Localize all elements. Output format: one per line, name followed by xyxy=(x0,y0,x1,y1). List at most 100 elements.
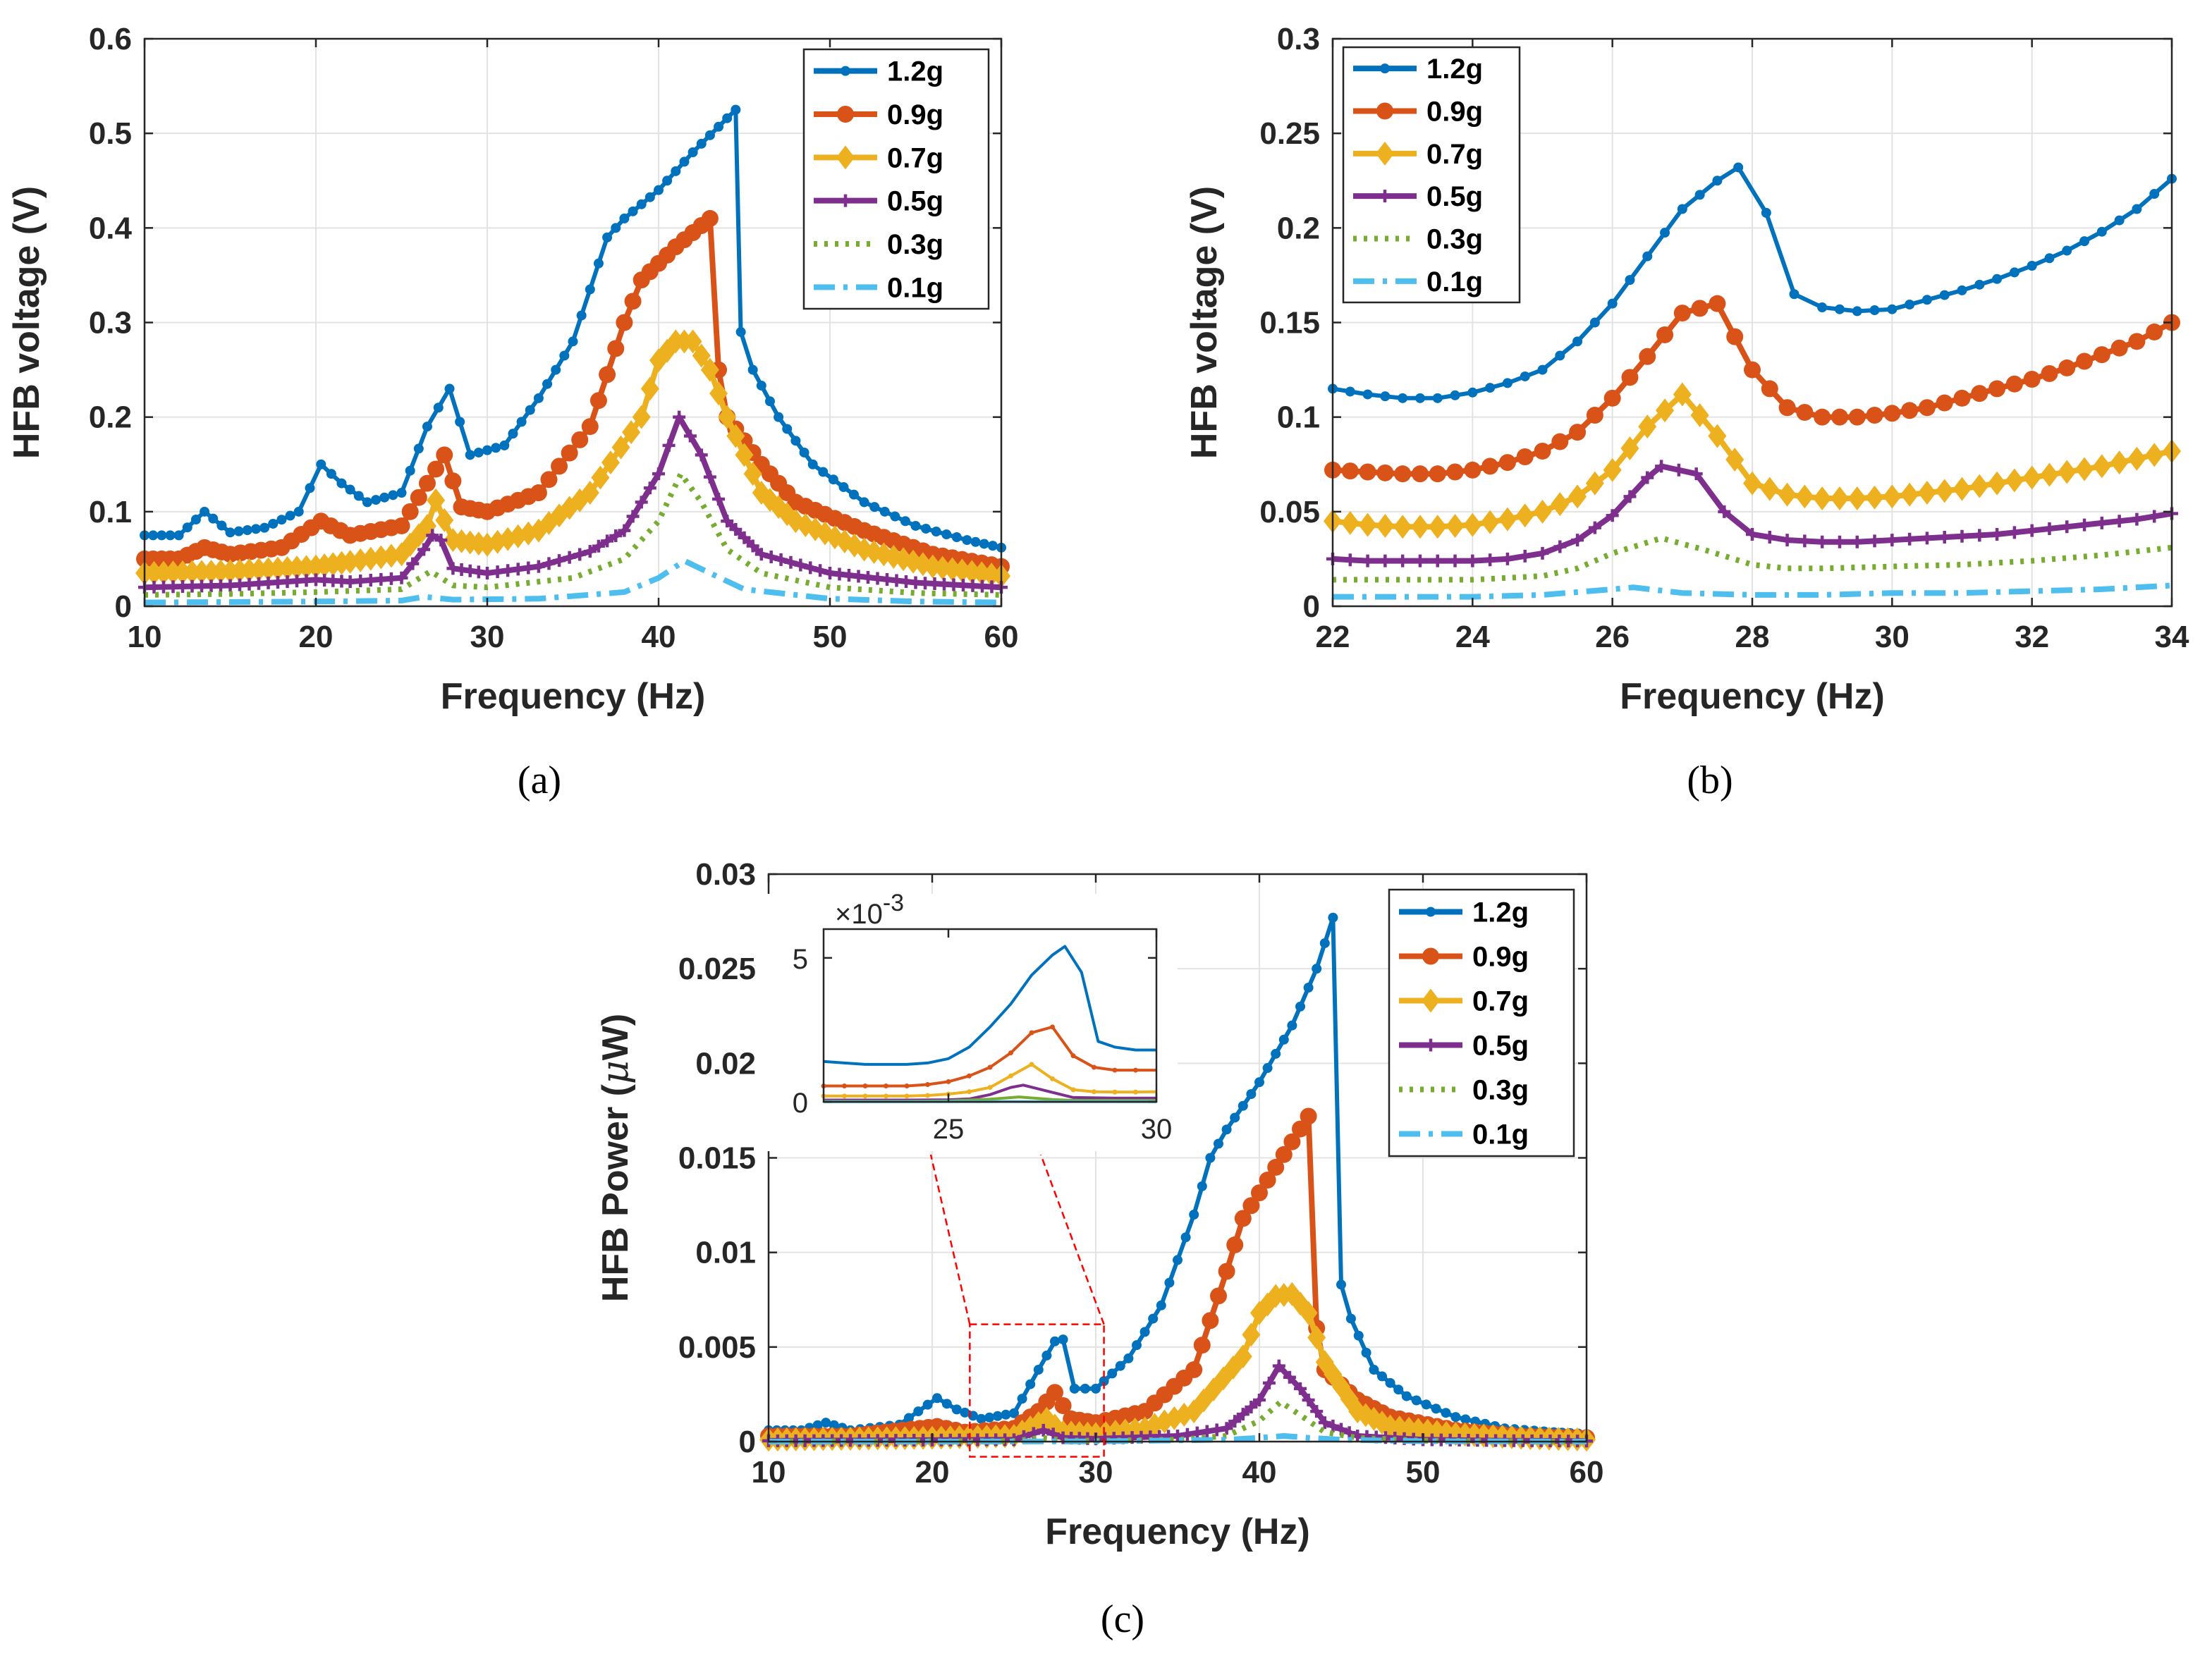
data-point xyxy=(1283,1370,1296,1384)
data-point xyxy=(1112,1089,1118,1095)
data-point xyxy=(607,340,625,357)
panel-caption: (a) xyxy=(518,759,561,802)
data-point xyxy=(1866,406,1883,424)
data-point xyxy=(782,424,793,434)
data-point xyxy=(568,336,578,347)
series-0-7g xyxy=(135,329,1010,589)
data-point xyxy=(542,557,556,570)
data-point xyxy=(592,539,605,553)
data-point xyxy=(1001,1409,1011,1420)
data-point xyxy=(1780,534,1794,547)
data-point xyxy=(1070,1087,1076,1093)
data-point xyxy=(2079,236,2090,247)
data-point xyxy=(316,459,326,469)
data-point xyxy=(1589,317,1600,328)
data-point xyxy=(1017,1394,1027,1404)
legend: 1.2g 0.9g 0.7g 0.5g 0.3g 0.1g xyxy=(1342,46,1521,304)
data-point xyxy=(225,527,236,538)
data-point xyxy=(1319,938,1330,948)
data-point xyxy=(1883,484,1902,509)
data-point xyxy=(696,138,707,149)
data-point xyxy=(601,534,614,548)
data-point xyxy=(1428,515,1447,539)
data-point xyxy=(1376,513,1395,538)
data-point xyxy=(1361,1347,1371,1358)
series-line-0-3g xyxy=(1333,535,2173,583)
data-point xyxy=(962,535,972,546)
plot-area xyxy=(824,929,1156,1102)
data-point xyxy=(422,422,432,432)
data-point xyxy=(1009,1408,1019,1418)
legend-label: 1.2g xyxy=(1426,54,1483,85)
legend-label: 0.1g xyxy=(1426,266,1483,297)
data-point xyxy=(1817,302,1828,313)
data-point xyxy=(2114,215,2125,226)
data-point xyxy=(1917,481,1936,505)
legend-marker xyxy=(839,194,852,207)
data-point xyxy=(395,571,408,584)
data-point xyxy=(1672,463,1685,477)
data-point xyxy=(571,431,589,448)
data-point xyxy=(1744,361,1761,379)
data-point xyxy=(764,396,775,407)
data-point xyxy=(609,529,623,543)
data-point xyxy=(1718,505,1731,518)
data-point xyxy=(379,492,390,503)
data-point xyxy=(525,405,535,415)
data-point xyxy=(305,483,315,493)
data-point xyxy=(1318,1416,1331,1430)
data-point xyxy=(591,465,610,490)
data-point xyxy=(1123,1353,1134,1363)
data-point xyxy=(410,489,427,506)
data-point xyxy=(738,531,751,544)
legend-label: 0.7g xyxy=(887,142,943,173)
data-point xyxy=(1410,515,1429,539)
data-point xyxy=(987,1085,993,1091)
data-point xyxy=(722,113,733,123)
data-point xyxy=(1537,364,1548,375)
data-point xyxy=(712,492,726,505)
data-point xyxy=(1091,1383,1101,1394)
legend-label: 0.5g xyxy=(1472,1031,1529,1062)
data-point xyxy=(979,539,989,549)
data-point xyxy=(1377,1371,1387,1382)
data-point xyxy=(561,444,578,462)
data-point xyxy=(1830,486,1849,511)
data-point xyxy=(593,258,604,269)
data-point xyxy=(1607,298,1618,309)
data-point xyxy=(242,524,252,535)
data-point xyxy=(371,495,381,505)
data-point xyxy=(784,555,798,569)
data-point xyxy=(967,1073,972,1079)
series-0-3g xyxy=(1333,535,2173,583)
data-point xyxy=(735,443,754,467)
series-0-5g xyxy=(762,1359,1593,1448)
data-point xyxy=(1655,460,1668,473)
data-point xyxy=(444,383,455,394)
data-point xyxy=(1551,492,1570,517)
x-tick-label: 30 xyxy=(1141,1114,1173,1145)
data-point xyxy=(1746,528,1759,541)
data-point xyxy=(1441,1408,1451,1418)
data-point xyxy=(635,496,648,509)
legend-marker xyxy=(1376,102,1393,120)
data-point xyxy=(1379,554,1392,567)
data-point xyxy=(259,522,270,533)
data-point xyxy=(1498,507,1517,532)
data-point xyxy=(1234,1210,1252,1227)
x-tick-label: 10 xyxy=(128,620,162,654)
y-scale-exponent: -3 xyxy=(883,890,904,916)
data-point xyxy=(1411,1395,1422,1406)
data-point xyxy=(1275,1146,1293,1163)
data-point xyxy=(551,458,568,475)
data-point xyxy=(353,491,364,501)
data-point xyxy=(581,418,599,436)
data-point xyxy=(976,1413,986,1424)
data-point xyxy=(1673,382,1692,407)
data-point xyxy=(1115,1361,1125,1371)
data-point xyxy=(1202,1312,1219,1330)
data-point xyxy=(2145,443,2164,467)
data-point xyxy=(747,364,758,375)
data-point xyxy=(904,1093,910,1099)
data-point xyxy=(1345,386,1355,397)
